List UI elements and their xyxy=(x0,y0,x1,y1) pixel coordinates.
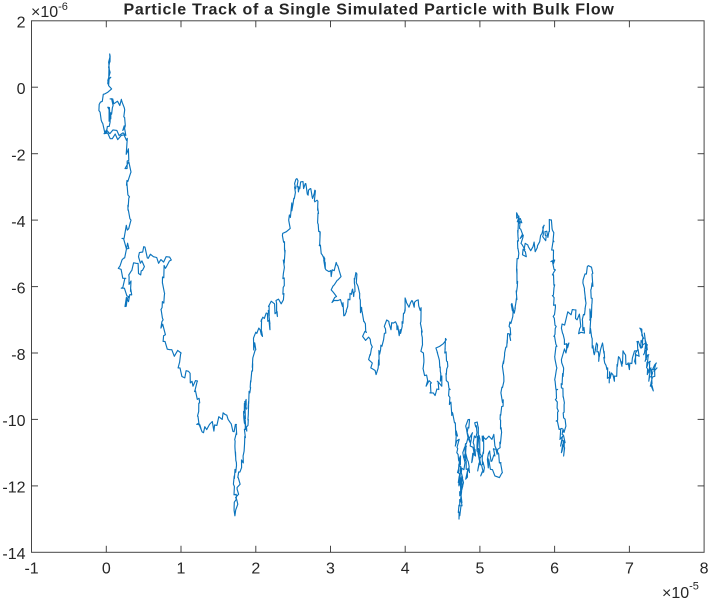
svg-text:2: 2 xyxy=(17,15,26,32)
svg-text:5: 5 xyxy=(475,561,484,578)
svg-text:-1: -1 xyxy=(24,561,38,578)
svg-text:6: 6 xyxy=(550,561,559,578)
svg-text:4: 4 xyxy=(401,561,410,578)
svg-text:-6: -6 xyxy=(11,280,25,297)
svg-text:-14: -14 xyxy=(2,546,25,563)
svg-text:-4: -4 xyxy=(11,214,25,231)
svg-text:Particle Track of a Single Sim: Particle Track of a Single Simulated Par… xyxy=(123,2,614,19)
svg-text:0: 0 xyxy=(17,81,26,98)
svg-text:-10: -10 xyxy=(2,413,25,430)
svg-text:-12: -12 xyxy=(2,480,25,497)
svg-text:2: 2 xyxy=(251,561,260,578)
svg-text:-2: -2 xyxy=(11,148,25,165)
svg-text:7: 7 xyxy=(625,561,634,578)
svg-text:8: 8 xyxy=(700,561,709,578)
svg-text:-8: -8 xyxy=(11,347,25,364)
svg-text:1: 1 xyxy=(177,561,186,578)
svg-text:0: 0 xyxy=(102,561,111,578)
svg-text:3: 3 xyxy=(326,561,335,578)
